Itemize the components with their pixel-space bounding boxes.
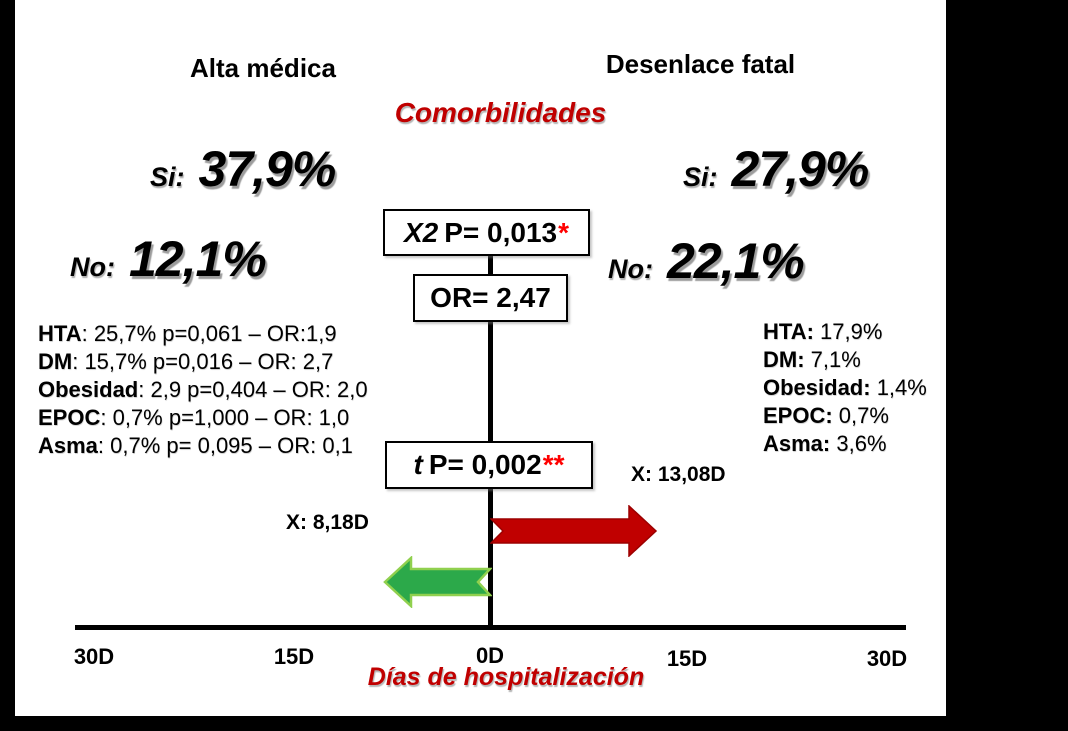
header-desenlace-fatal: Desenlace fatal: [605, 49, 796, 79]
tick-right-15d: 15D: [666, 646, 708, 671]
t-test-box: t P= 0,002 **: [385, 441, 593, 489]
left-no-rate: No: 12,1%: [70, 230, 267, 288]
right-si-label: Si:: [683, 162, 718, 192]
t-test-significance-stars: **: [542, 449, 565, 480]
right-no-value: 22,1%: [666, 233, 805, 289]
t-test-symbol: t: [413, 449, 423, 480]
chi-square-pvalue: P= 0,013: [444, 216, 558, 248]
right-no-label: No:: [608, 254, 653, 284]
list-item: Asma: 3,6%: [763, 431, 887, 456]
tick-0d: 0D: [475, 643, 505, 668]
left-no-value: 12,1%: [128, 231, 267, 287]
mean-fatal-days: X: 13,08D: [631, 463, 726, 486]
list-item: Asma: 0,7% p= 0,095 – OR: 0,1: [38, 433, 353, 458]
header-alta-medica: Alta médica: [190, 53, 336, 83]
chi-square-significance-stars: *: [558, 216, 570, 248]
tick-left-15d: 15D: [273, 644, 315, 669]
right-si-value: 27,9%: [731, 141, 870, 197]
axis-title-hospitalization-days: Días de hospitalización: [367, 663, 645, 691]
odds-ratio-box: OR= 2,47: [413, 274, 568, 322]
chi-square-symbol: X2: [403, 216, 439, 248]
list-item: DM: 15,7% p=0,016 – OR: 2,7: [38, 349, 334, 374]
left-no-label: No:: [70, 252, 115, 282]
green-arrow-discharge-mean: [383, 556, 492, 608]
mean-discharge-days: X: 8,18D: [286, 511, 369, 534]
list-item: Obesidad: 1,4%: [763, 375, 927, 400]
comorbidities-title: Comorbilidades: [394, 97, 607, 128]
days-axis: [75, 625, 906, 630]
right-no-rate: No: 22,1%: [608, 232, 805, 290]
left-si-label: Si:: [150, 162, 185, 192]
list-item: Obesidad: 2,9 p=0,404 – OR: 2,0: [38, 377, 368, 402]
left-comorbidity-list: HTA: 25,7% p=0,061 – OR:1,9 DM: 15,7% p=…: [38, 320, 368, 460]
slide-background: [15, 0, 946, 716]
left-si-value: 37,9%: [198, 141, 337, 197]
t-test-pvalue: P= 0,002: [428, 449, 542, 480]
center-timeline: [488, 230, 493, 629]
left-si-rate: Si: 37,9%: [150, 140, 337, 198]
list-item: HTA: 25,7% p=0,061 – OR:1,9: [38, 321, 337, 346]
red-arrow-fatal-mean: [490, 505, 658, 557]
odds-ratio-value: OR= 2,47: [430, 282, 551, 313]
tick-left-30d: 30D: [73, 644, 115, 669]
list-item: HTA: 17,9%: [763, 319, 883, 344]
right-si-rate: Si: 27,9%: [683, 140, 870, 198]
list-item: EPOC: 0,7% p=1,000 – OR: 1,0: [38, 405, 350, 430]
list-item: DM: 7,1%: [763, 347, 861, 372]
tick-right-30d: 30D: [866, 646, 908, 671]
list-item: EPOC: 0,7%: [763, 403, 889, 428]
right-comorbidity-list: HTA: 17,9% DM: 7,1% Obesidad: 1,4% EPOC:…: [763, 318, 927, 458]
chi-square-box: X2 P= 0,013 *: [383, 209, 590, 256]
